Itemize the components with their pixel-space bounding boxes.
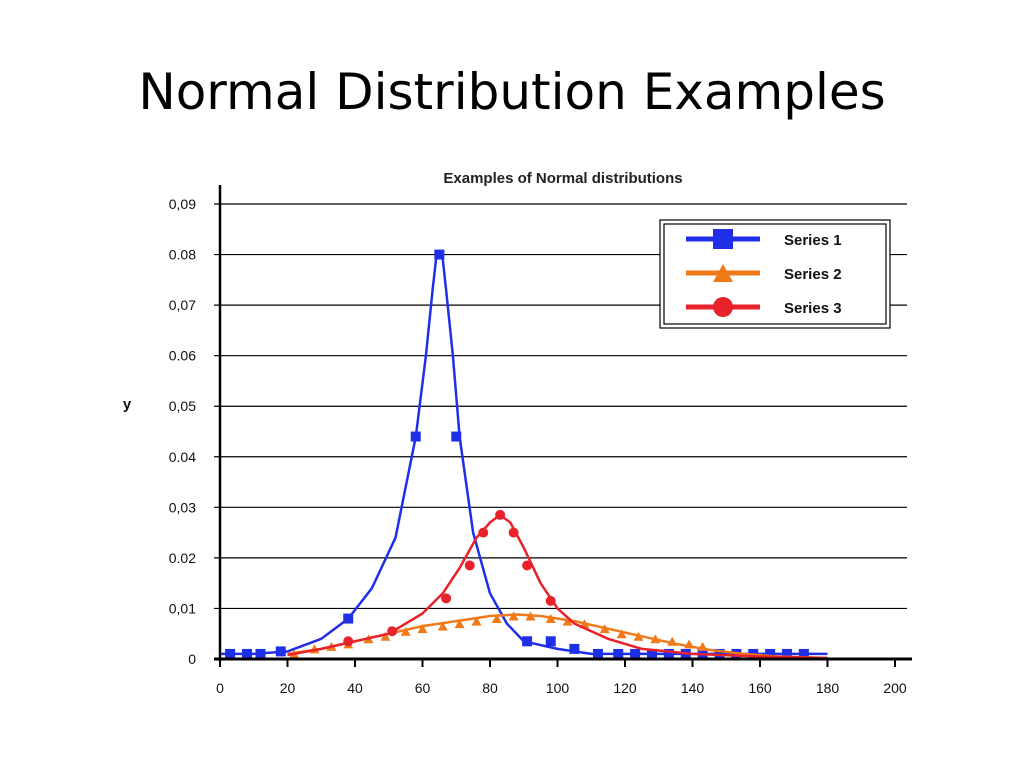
y-tick-label: 0 [188,651,196,667]
legend-marker-series-2 [713,264,733,282]
series-3-point [495,509,506,520]
y-tick-label: 0.06 [169,348,196,364]
series-3-point [343,636,354,647]
series-2-point [471,616,482,626]
legend-label-series-2: Series 2 [784,266,842,283]
series-3-point [522,560,533,571]
chart-title: Examples of Normal distributions [443,170,682,187]
y-tick-label: 0,03 [169,499,196,515]
series-1-point [782,648,792,659]
series-1-point [451,431,462,442]
series-3-point [464,560,475,571]
slide-title: Normal Distribution Examples [138,63,886,121]
series-1-point [663,648,674,659]
series-2-point [562,616,573,626]
series-1-point [613,648,624,659]
series-2-point [650,634,661,644]
series-2-point [545,614,556,624]
series-1-group [220,249,828,659]
x-tick-label: 100 [546,680,570,696]
series-2-point [491,614,502,624]
series-1-point [275,646,286,657]
x-tick-label: 40 [347,680,363,696]
legend-label-series-1: Series 1 [784,232,842,249]
axes [214,185,912,661]
series-2-point [599,624,610,634]
series-2-point [400,626,411,636]
series-3-point [545,595,556,606]
x-tick-label: 140 [681,680,705,696]
series-1-point [569,643,580,654]
x-tick-label: 20 [280,680,296,696]
legend-marker-series-3 [713,297,733,317]
series-2-point [616,629,627,639]
series-1-point [225,648,236,659]
legend-frame-inner [663,223,887,325]
series-2-point [697,641,708,651]
series-1-point [647,648,657,659]
y-tick-label: 0.08 [169,247,196,263]
x-tick-label: 60 [415,680,431,696]
tick-labels: 0 0,01 0.02 0,03 0.04 0,05 0.06 0,07 0.08 0,09 0 20… [169,196,907,696]
series-2-point [633,631,644,641]
series-3-point [478,527,489,538]
legend-label-series-3: Series 3 [784,300,842,317]
y-tick-label: 0,09 [169,196,196,212]
series-2-point [417,624,428,634]
series-1-point [545,636,556,647]
x-tick-label: 80 [482,680,498,696]
series-layer [220,249,828,660]
y-tick-label: 0,07 [169,297,196,313]
series-2-point [525,611,536,621]
series-1-point [410,431,421,442]
series-2-point [437,621,448,631]
series-2-group [287,611,828,660]
series-2-point [508,611,519,621]
series-1-point [343,613,354,624]
y-tick-label: 0.02 [169,550,196,566]
series-1-point [255,648,266,659]
x-tick-label: 160 [748,680,772,696]
y-tick-label: 0.04 [169,449,196,465]
series-1-point [765,648,776,659]
x-tick-label: 180 [816,680,840,696]
series-1-point [522,636,533,647]
series-3-group [287,509,828,660]
x-tick-label: 200 [883,680,907,696]
series-1-point [593,648,603,659]
series-1-point [434,249,445,260]
y-axis-label: y [123,396,132,413]
legend: Series 1 Series 2 Series 3 [659,219,891,329]
x-tick-label: 120 [613,680,637,696]
series-1-point [798,648,809,659]
series-2-point [454,619,465,629]
series-3-point [508,527,519,538]
series-3-point [441,593,452,604]
y-tick-label: 0,01 [169,600,196,616]
legend-marker-series-1 [713,229,733,249]
x-tick-label: 0 [216,680,224,696]
series-2-point [684,639,695,649]
y-tick-label: 0,05 [169,398,196,414]
series-1-point [242,648,252,659]
series-2-point [667,636,678,646]
series-2-point [380,631,391,641]
series-1-point [630,648,641,659]
series-3-point [387,626,398,637]
